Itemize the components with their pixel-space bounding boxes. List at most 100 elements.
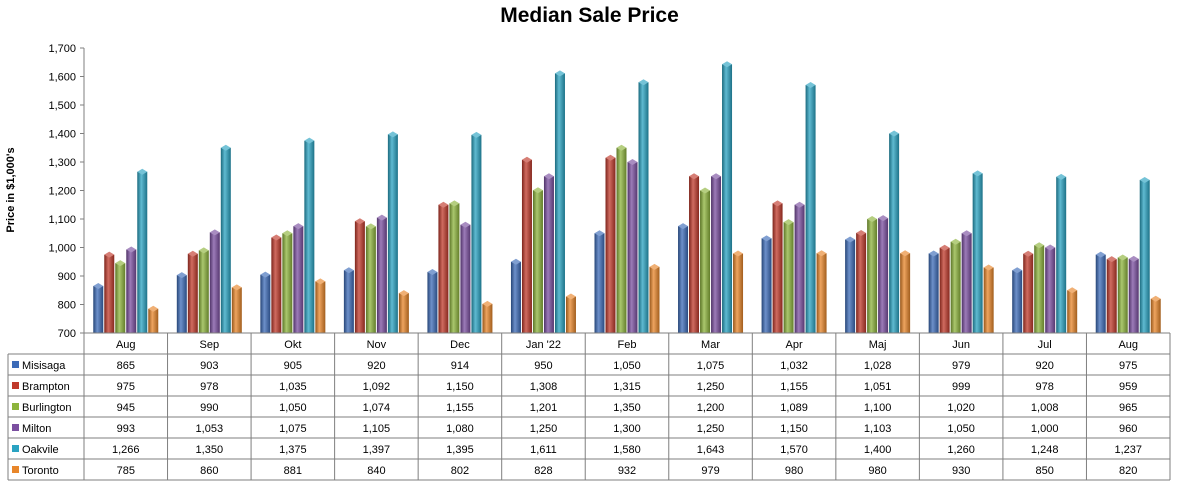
axis-layer: 700 800 900 1,000 1,100 1,200 1,300 1,400 1,500 1… xyxy=(48,43,85,340)
bar-brampton-9 xyxy=(856,232,867,333)
table-cell-value: 1,080 xyxy=(446,423,474,435)
bar-cap-toronto-7 xyxy=(733,250,744,257)
bar-misisaga-2 xyxy=(260,274,271,333)
bar-cap-burlington-8 xyxy=(783,219,794,226)
bar-cap-burlington-12 xyxy=(1117,254,1128,261)
bar-milton-11 xyxy=(1045,247,1056,333)
legend-swatch-oakvile xyxy=(12,445,19,452)
bar-misisaga-9 xyxy=(845,239,856,333)
table-cell-value: 1,155 xyxy=(446,402,474,414)
x-tick-label: Mar xyxy=(701,339,720,351)
x-tick-label: Jul xyxy=(1038,339,1052,351)
y-tick-label: 1,400 xyxy=(48,129,76,141)
bar-cap-milton-7 xyxy=(711,173,722,180)
bar-burlington-11 xyxy=(1034,245,1045,333)
x-tick-label: Maj xyxy=(869,339,887,351)
table-cell-value: 1,400 xyxy=(864,444,892,456)
bar-burlington-3 xyxy=(365,226,376,333)
table-cell-value: 1,350 xyxy=(613,402,641,414)
bar-cap-brampton-7 xyxy=(689,173,700,180)
bar-oakvile-10 xyxy=(972,173,983,333)
bar-cap-brampton-8 xyxy=(772,200,783,207)
bar-cap-burlington-3 xyxy=(365,223,376,230)
bar-misisaga-5 xyxy=(510,261,521,333)
table-cell-value: 1,035 xyxy=(279,381,307,393)
bar-toronto-8 xyxy=(816,253,827,333)
table-cell-value: 1,397 xyxy=(363,444,391,456)
bar-toronto-4 xyxy=(482,303,493,333)
bar-cap-misisaga-5 xyxy=(510,258,521,265)
table-cell-value: 1,308 xyxy=(530,381,558,393)
bar-milton-4 xyxy=(460,224,471,333)
legend-swatch-brampton xyxy=(12,382,19,389)
x-tick-label: Jan '22 xyxy=(526,339,561,351)
table-cell-value: 1,300 xyxy=(613,423,641,435)
bar-misisaga-8 xyxy=(761,238,772,333)
bar-milton-7 xyxy=(711,176,722,333)
table-cell-value: 850 xyxy=(1036,465,1054,477)
table-cell-value: 1,200 xyxy=(697,402,725,414)
bar-cap-milton-8 xyxy=(794,201,805,208)
bar-cap-misisaga-11 xyxy=(1012,267,1023,274)
bar-burlington-2 xyxy=(282,233,293,333)
bar-cap-burlington-1 xyxy=(198,247,209,254)
bar-cap-misisaga-1 xyxy=(176,272,187,279)
table-cell-value: 828 xyxy=(534,465,552,477)
table-cell-value: 1,100 xyxy=(864,402,892,414)
table-cell-value: 840 xyxy=(367,465,385,477)
bar-cap-milton-3 xyxy=(376,214,387,221)
table-cell-value: 1,000 xyxy=(1031,423,1059,435)
table-cell-value: 1,395 xyxy=(446,444,474,456)
bar-toronto-12 xyxy=(1150,298,1161,333)
bar-cap-milton-12 xyxy=(1128,255,1139,262)
bar-cap-brampton-2 xyxy=(271,234,282,241)
table-cell-value: 1,074 xyxy=(363,402,391,414)
bar-cap-milton-1 xyxy=(209,229,220,236)
table-cell-value: 1,053 xyxy=(196,423,224,435)
bar-cap-misisaga-4 xyxy=(427,269,438,276)
table-cell-value: 1,201 xyxy=(530,402,558,414)
bar-brampton-5 xyxy=(521,159,532,333)
bar-burlington-6 xyxy=(616,147,627,333)
bar-cap-brampton-11 xyxy=(1023,250,1034,257)
x-tick-label: Aug xyxy=(1118,339,1138,351)
bar-toronto-9 xyxy=(900,253,911,333)
table-cell-value: 1,050 xyxy=(279,402,307,414)
bar-misisaga-12 xyxy=(1095,254,1106,333)
table-cell-value: 1,089 xyxy=(780,402,808,414)
bar-cap-oakvile-3 xyxy=(387,131,398,138)
bar-cap-toronto-8 xyxy=(816,250,827,257)
table-cell-value: 960 xyxy=(1119,423,1137,435)
bar-oakvile-11 xyxy=(1056,176,1067,333)
bar-cap-milton-4 xyxy=(460,221,471,228)
y-tick-label: 1,600 xyxy=(48,72,76,84)
bar-brampton-0 xyxy=(104,254,115,333)
y-tick-label: 1,700 xyxy=(48,43,76,55)
table-cell-value: 1,570 xyxy=(780,444,808,456)
bar-cap-oakvile-4 xyxy=(471,131,482,138)
bar-milton-12 xyxy=(1128,258,1139,333)
bar-oakvile-12 xyxy=(1139,179,1150,333)
bar-toronto-2 xyxy=(315,281,326,333)
x-tick-label: Nov xyxy=(367,339,387,351)
bar-oakvile-3 xyxy=(387,134,398,333)
bar-milton-0 xyxy=(126,249,137,333)
bar-cap-oakvile-2 xyxy=(304,137,315,144)
table-cell-value: 1,092 xyxy=(363,381,391,393)
y-axis-label: Price in $1,000's xyxy=(5,147,17,232)
table-cell-value: 920 xyxy=(367,360,385,372)
table-cell-value: 914 xyxy=(451,360,469,372)
bar-cap-brampton-12 xyxy=(1106,256,1117,263)
table-cell-value: 959 xyxy=(1119,381,1137,393)
bar-cap-burlington-0 xyxy=(115,260,126,267)
bar-cap-oakvile-11 xyxy=(1056,173,1067,180)
legend-label-milton: Milton xyxy=(22,423,51,435)
bar-cap-burlington-7 xyxy=(700,187,711,194)
bar-toronto-7 xyxy=(733,253,744,333)
bar-milton-3 xyxy=(376,217,387,333)
bar-layer xyxy=(93,61,1161,334)
table-cell-value: 920 xyxy=(1036,360,1054,372)
table-cell-value: 1,008 xyxy=(1031,402,1059,414)
bar-brampton-8 xyxy=(772,203,783,333)
bar-brampton-12 xyxy=(1106,259,1117,333)
